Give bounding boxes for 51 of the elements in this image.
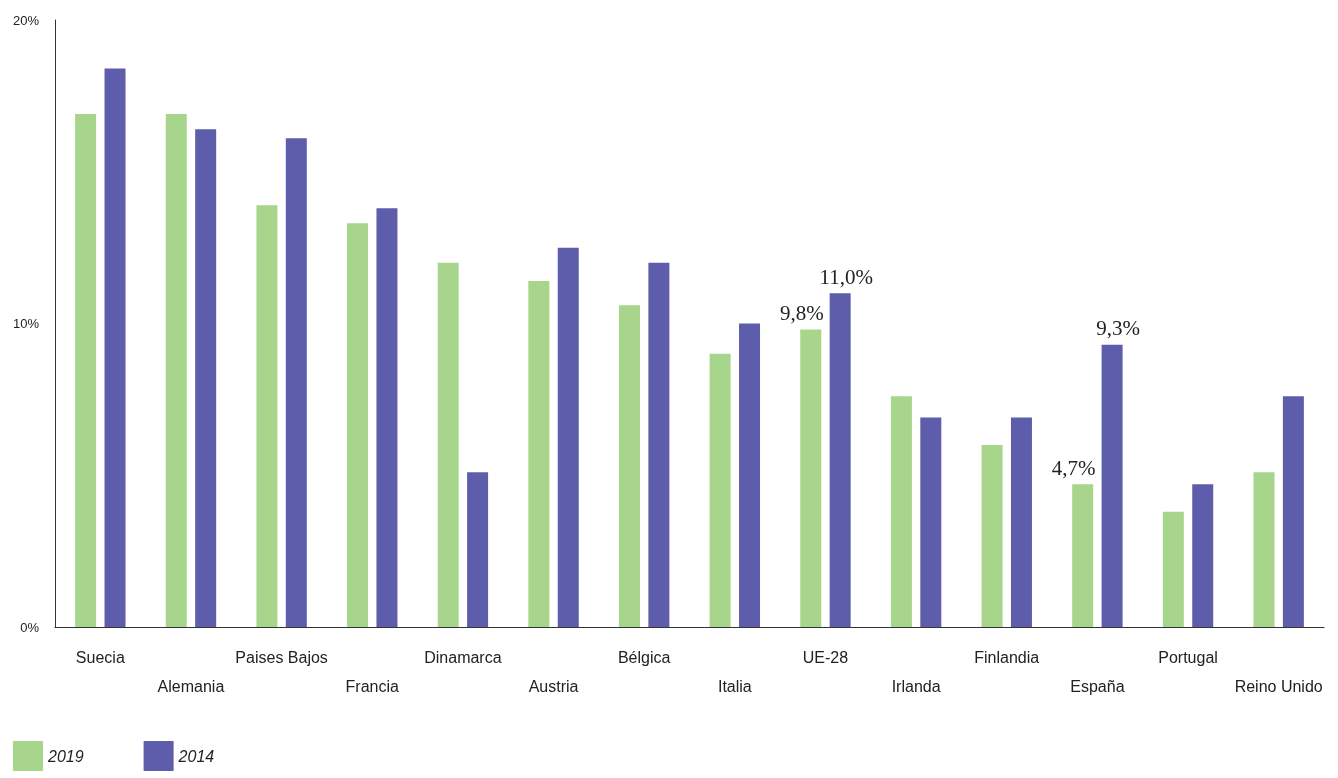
x-tick-label: Italia xyxy=(717,678,752,695)
x-tick-label: Dinamarca xyxy=(424,649,502,666)
bar xyxy=(1162,511,1184,627)
bar xyxy=(890,396,912,627)
legend-label: 2019 xyxy=(47,747,84,765)
bar xyxy=(467,472,489,627)
bar xyxy=(347,223,369,627)
x-tick-label: Francia xyxy=(345,678,400,695)
bar xyxy=(1192,484,1214,627)
data-label: 9,8% xyxy=(779,301,824,326)
y-tick-label: 0% xyxy=(20,619,40,635)
bar xyxy=(75,114,97,627)
bar xyxy=(376,208,398,627)
x-tick-label: Finlandia xyxy=(974,649,1040,666)
bar xyxy=(557,247,579,627)
bar xyxy=(1253,472,1275,627)
data-label: 11,0% xyxy=(819,264,873,289)
bar xyxy=(165,114,187,627)
x-tick-label: España xyxy=(1070,678,1125,695)
data-label: 9,3% xyxy=(1096,316,1140,341)
data-label: 4,7% xyxy=(1051,455,1096,480)
bar xyxy=(981,444,1003,627)
y-tick-label: 10% xyxy=(12,316,40,331)
bar xyxy=(285,138,307,627)
bar xyxy=(437,262,459,627)
x-tick-label: Bélgica xyxy=(617,649,671,666)
bar xyxy=(1282,396,1304,627)
bar xyxy=(528,281,550,627)
x-tick-label: Alemania xyxy=(157,678,225,695)
bar xyxy=(1010,417,1032,627)
x-tick-label: Austria xyxy=(528,678,579,695)
x-tick-label: Suecia xyxy=(75,649,125,666)
bar xyxy=(829,293,851,627)
bar xyxy=(920,417,942,627)
bar xyxy=(1101,344,1123,627)
bar xyxy=(1072,484,1094,627)
x-tick-label: Irlanda xyxy=(891,678,941,695)
bar xyxy=(800,329,822,627)
bar xyxy=(195,129,217,627)
x-tick-label: UE-28 xyxy=(802,649,849,666)
x-tick-label: Portugal xyxy=(1158,649,1218,666)
y-tick-label: 20% xyxy=(12,12,40,28)
bar xyxy=(709,353,731,627)
x-tick-label: Paises Bajos xyxy=(235,649,328,666)
x-tick-label: Reino Unido xyxy=(1234,678,1323,695)
bar xyxy=(648,262,670,627)
bar xyxy=(104,68,126,627)
legend-label: 2014 xyxy=(177,747,215,765)
bar xyxy=(739,323,761,627)
bar xyxy=(618,305,640,627)
bar xyxy=(256,205,278,627)
